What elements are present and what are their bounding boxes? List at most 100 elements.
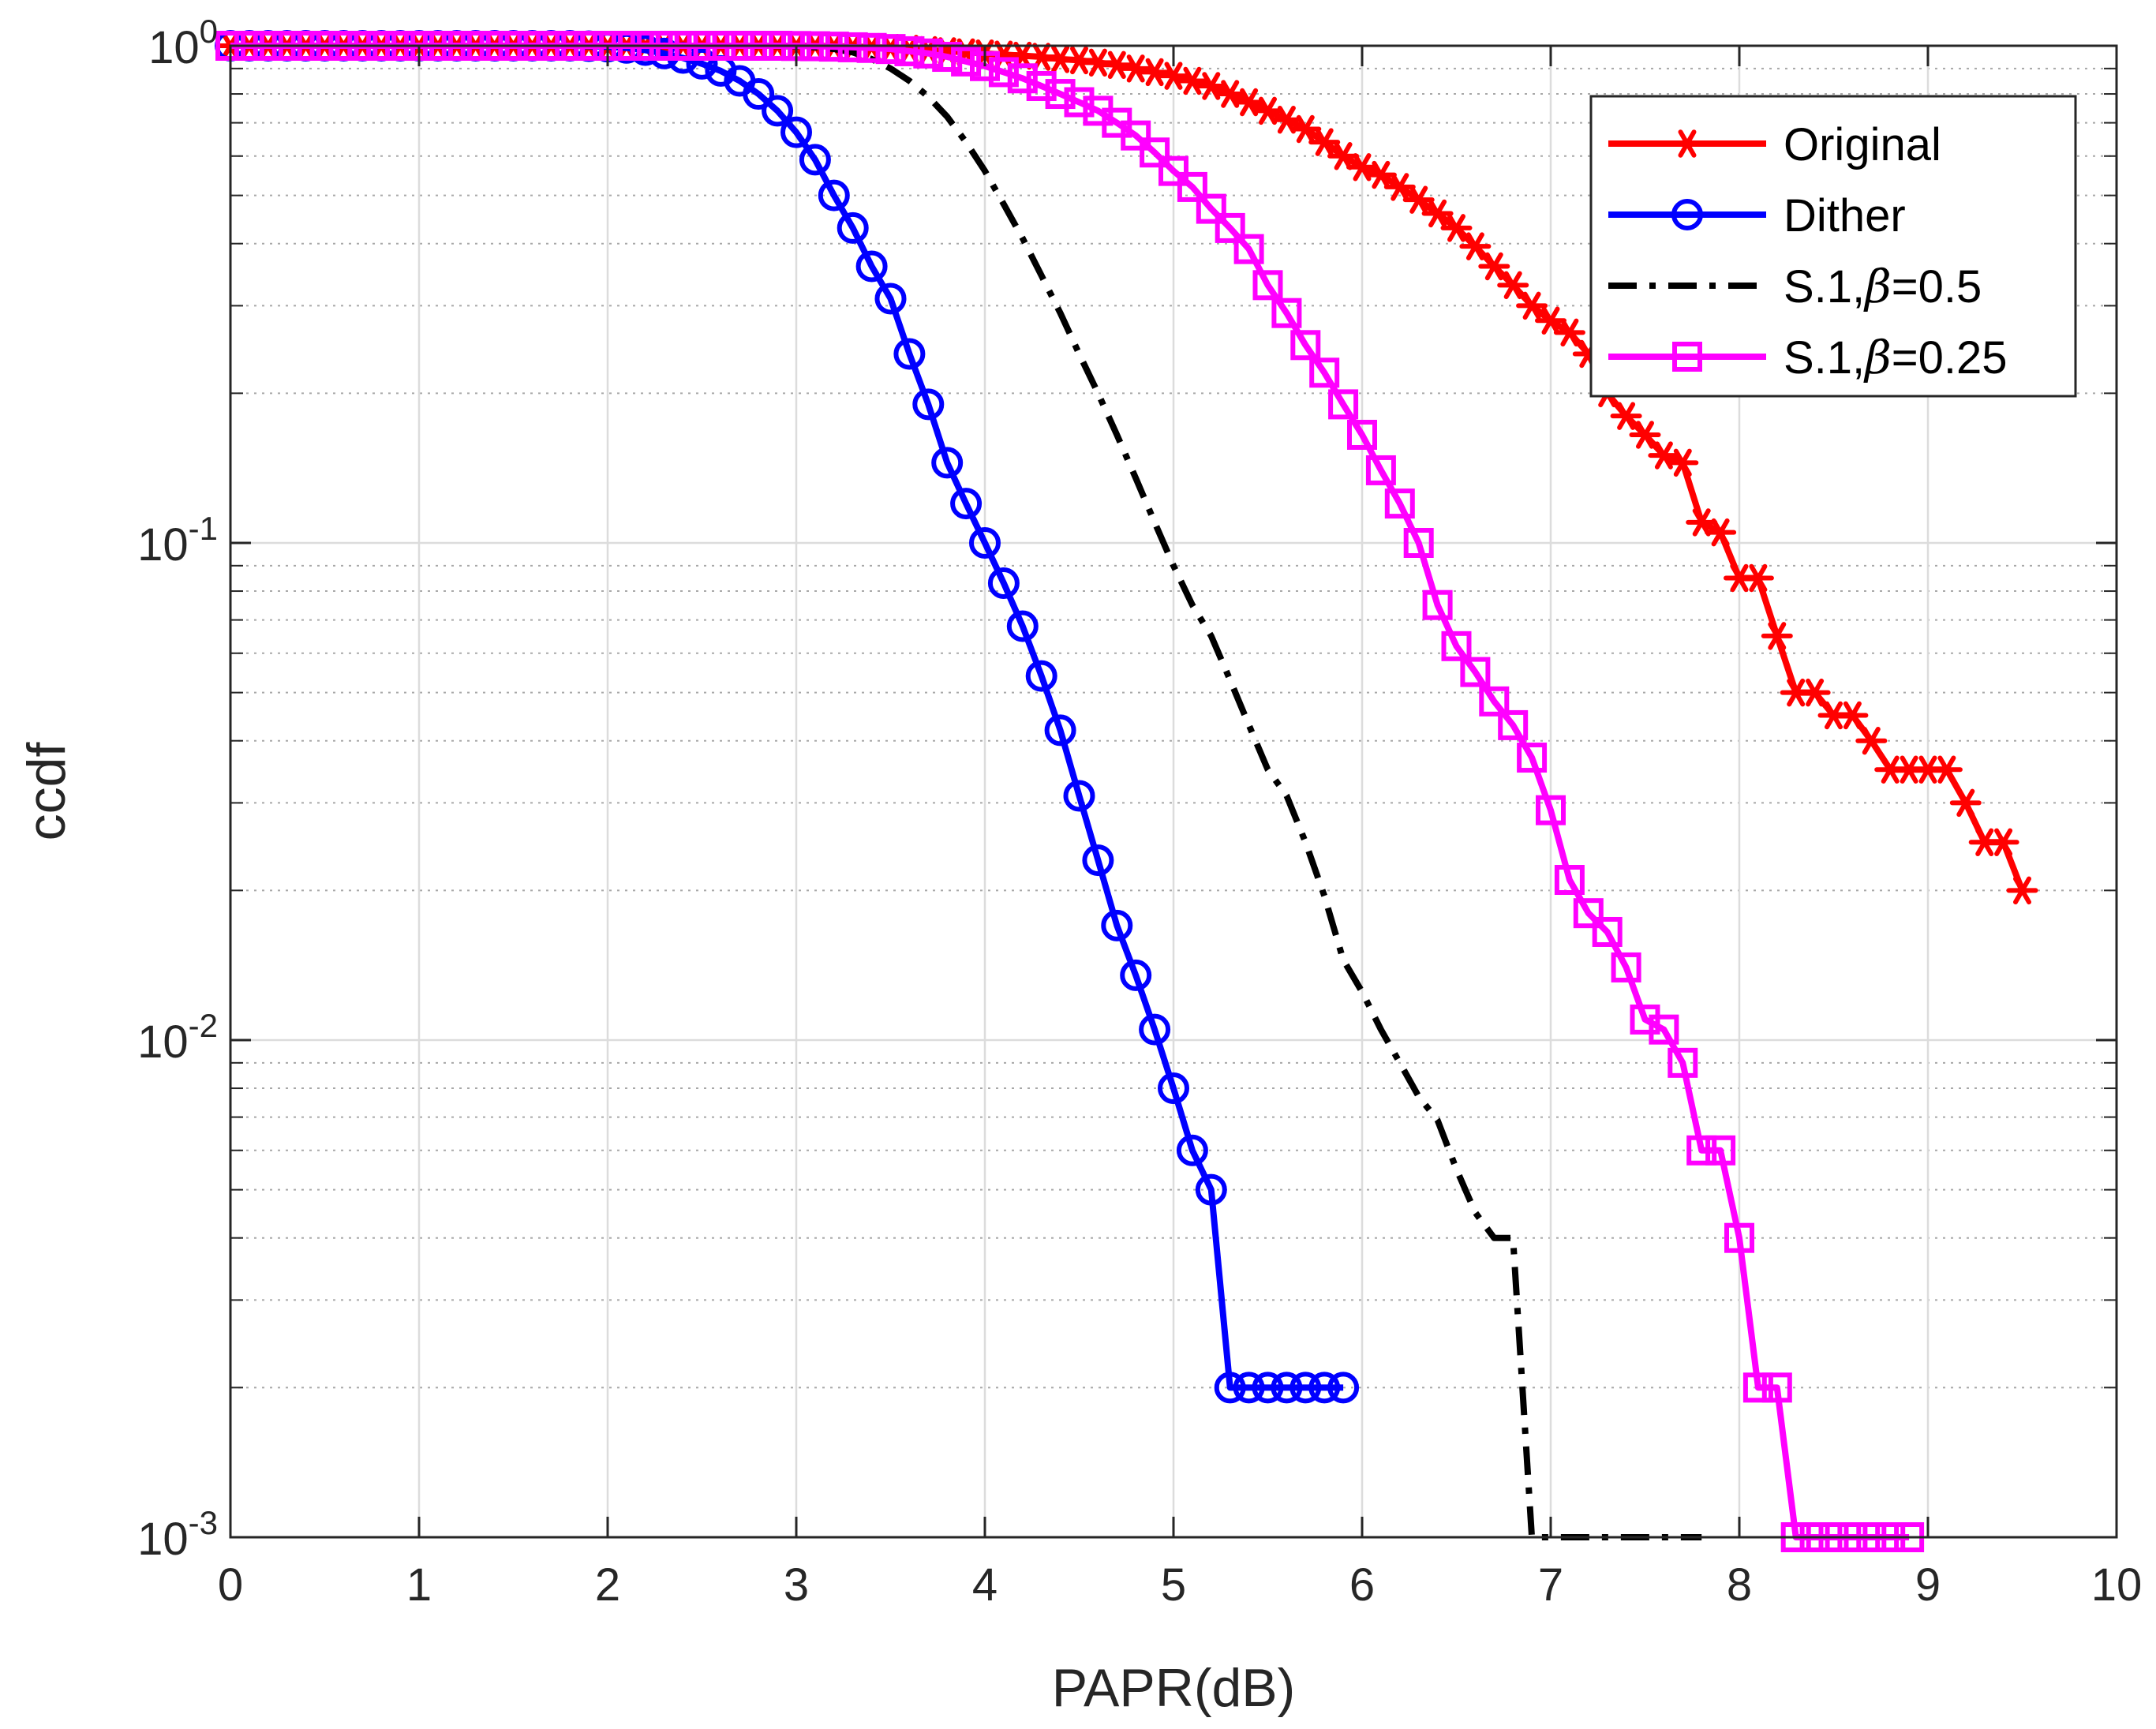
data-point [1705, 1135, 1736, 1166]
data-point [1610, 402, 1642, 430]
data-point [931, 447, 964, 479]
asterisk-stroke [1240, 88, 1259, 117]
data-point [1421, 199, 1454, 228]
asterisk-stroke [1070, 46, 1088, 75]
data-point [1120, 54, 1152, 83]
data-point [1026, 70, 1057, 101]
asterisk-stroke [1975, 828, 1994, 857]
x-tick-label: 6 [1349, 1559, 1375, 1611]
asterisk-stroke [1164, 62, 1183, 90]
data-point [950, 488, 983, 520]
asterisk-stroke [1654, 441, 1673, 470]
asterisk-stroke [1465, 232, 1484, 260]
x-tick-label: 3 [784, 1559, 809, 1611]
asterisk-stroke [1221, 80, 1240, 108]
data-point [1063, 780, 1095, 812]
asterisk-stroke [1692, 508, 1711, 537]
data-point [969, 527, 1001, 559]
x-tick-label: 0 [218, 1559, 243, 1611]
asterisk-stroke [1088, 48, 1107, 77]
data-point [1761, 622, 1793, 650]
data-point [1347, 419, 1377, 450]
data-point [2006, 876, 2038, 905]
data-point [1516, 291, 1548, 320]
data-point [1384, 488, 1415, 519]
data-point [743, 78, 775, 110]
asterisk-stroke [1749, 563, 1768, 593]
asterisk-stroke [1277, 105, 1296, 134]
data-point [1836, 701, 1869, 730]
data-point [1459, 232, 1492, 260]
data-point [1139, 1013, 1171, 1046]
data-point [1649, 1014, 1679, 1045]
legend-marker [1672, 342, 1702, 372]
y-tick-label: 10-2 [137, 1007, 218, 1068]
data-point [1460, 657, 1491, 687]
data-point [686, 47, 718, 80]
asterisk-stroke [1881, 755, 1900, 784]
y-tick-label: 100 [148, 13, 218, 73]
asterisk-stroke [1315, 128, 1334, 156]
asterisk-stroke [1843, 701, 1862, 730]
x-tick-label: 2 [595, 1559, 620, 1611]
data-point [1573, 898, 1604, 929]
asterisk-stroke [1484, 252, 1503, 281]
asterisk-stroke [2013, 876, 2031, 905]
data-point [1630, 1004, 1660, 1035]
y-axis-label: ccdf [17, 743, 77, 841]
data-point [837, 32, 868, 62]
data-point [1006, 610, 1039, 642]
data-point [1742, 563, 1774, 593]
data-point [1402, 185, 1435, 214]
asterisk-stroke [1447, 214, 1465, 242]
data-point [1044, 714, 1076, 747]
data-point [1176, 66, 1208, 95]
asterisk-stroke [1391, 173, 1409, 201]
data-point [1214, 1372, 1246, 1404]
data-point [1308, 128, 1341, 156]
data-point [912, 388, 945, 421]
data-point [1705, 518, 1737, 547]
data-point [1252, 270, 1283, 301]
data-point [1120, 959, 1152, 991]
asterisk-stroke [1862, 726, 1881, 755]
data-point [1290, 330, 1321, 361]
data-point [1403, 528, 1434, 558]
data-point [893, 338, 926, 370]
data-point [1271, 298, 1302, 328]
data-point [1536, 795, 1566, 825]
data-point [1383, 173, 1416, 201]
data-point [1045, 79, 1076, 110]
asterisk-stroke [1636, 421, 1654, 449]
asterisk-stroke [1353, 153, 1372, 182]
asterisk-stroke [1051, 45, 1070, 73]
data-point [1327, 1372, 1360, 1404]
y-tick-label: 10-3 [137, 1504, 218, 1565]
x-tick-labels: 0 1 2 3 4 5 6 7 8 9 10 [218, 1559, 2142, 1611]
asterisk-stroke [1730, 563, 1749, 593]
data-point [1761, 1372, 1792, 1403]
series-3 [230, 43, 1702, 1540]
series-line [230, 43, 1702, 1540]
asterisk-stroke [1787, 678, 1806, 707]
data-point [1553, 318, 1585, 347]
data-point [1101, 51, 1133, 80]
asterisk-stroke [1428, 199, 1447, 228]
x-tick-label: 1 [406, 1559, 432, 1611]
data-point [1233, 1372, 1265, 1404]
data-point [1799, 678, 1831, 707]
asterisk-stroke [1900, 755, 1918, 784]
data-point [856, 32, 887, 63]
legend-label: Original [1784, 119, 1941, 170]
asterisk-stroke [1673, 448, 1692, 477]
asterisk-stroke [1409, 185, 1428, 214]
data-point [1101, 909, 1133, 941]
data-point [762, 95, 794, 127]
asterisk-stroke [1678, 129, 1697, 158]
asterisk-stroke [1918, 755, 1937, 784]
data-point [1949, 788, 1982, 818]
x-tick-label: 9 [1915, 1559, 1941, 1611]
asterisk-stroke [1202, 72, 1221, 100]
x-tick-label: 8 [1727, 1559, 1752, 1611]
